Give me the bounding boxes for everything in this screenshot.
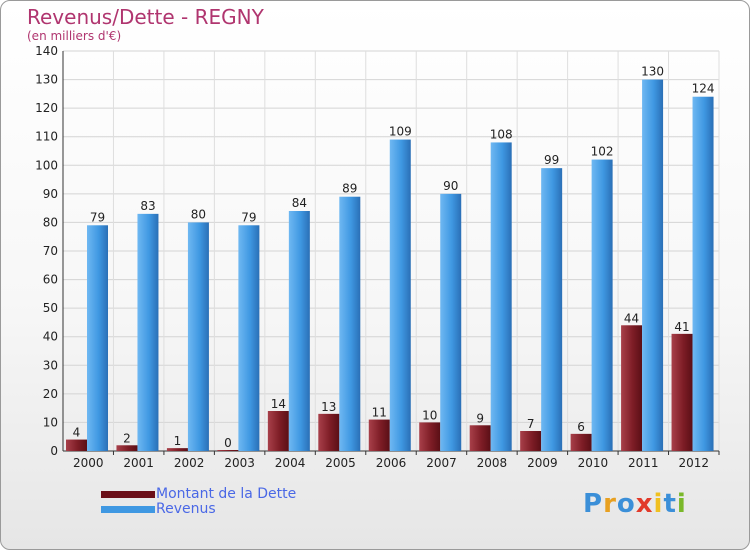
data-label-dette: 14 [271, 397, 286, 411]
bar-revenus [288, 211, 310, 451]
bar-dette [217, 450, 239, 451]
bar-revenus [238, 225, 260, 451]
y-tick-label: 90 [43, 187, 58, 201]
data-label-dette: 4 [73, 426, 81, 440]
data-label-revenus: 108 [490, 127, 513, 141]
data-label-dette: 44 [624, 311, 639, 325]
x-tick-label: 2000 [73, 456, 104, 470]
chart-title: Revenus/Dette - REGNY [27, 5, 264, 29]
x-tick-label: 2006 [376, 456, 407, 470]
data-label-revenus: 102 [591, 145, 614, 159]
y-tick-label: 100 [35, 158, 58, 172]
bar-dette [368, 419, 390, 451]
x-tick-label: 2009 [527, 456, 558, 470]
data-label-revenus: 89 [342, 182, 357, 196]
bar-dette [570, 433, 592, 451]
x-tick-label: 2004 [275, 456, 306, 470]
chart-subtitle: (en milliers d'€) [27, 29, 122, 43]
data-label-revenus: 90 [443, 179, 458, 193]
proxiti-logo: Proxiti [583, 489, 687, 519]
y-tick-label: 80 [43, 215, 58, 229]
y-tick-label: 60 [43, 273, 58, 287]
legend-label-revenus: Revenus [156, 501, 216, 517]
bar-dette [166, 448, 188, 451]
logo-letter: i [653, 489, 664, 519]
data-label-dette: 2 [123, 431, 131, 445]
bar-dette [419, 422, 441, 451]
x-tick-label: 2003 [224, 456, 255, 470]
bar-revenus [137, 213, 159, 451]
bar-revenus [642, 79, 664, 452]
data-label-dette: 11 [372, 406, 387, 420]
bar-dette [469, 425, 491, 451]
bar-revenus [389, 139, 411, 452]
x-tick-label: 2012 [678, 456, 709, 470]
logo-letter: i [676, 489, 687, 519]
x-tick-label: 2001 [123, 456, 154, 470]
y-tick-label: 0 [50, 444, 58, 458]
x-tick-label: 2010 [578, 456, 609, 470]
data-label-revenus: 79 [241, 210, 256, 224]
logo-letter: P [583, 489, 604, 519]
data-label-revenus: 80 [191, 207, 206, 221]
y-tick-label: 120 [35, 101, 58, 115]
y-tick-label: 110 [35, 130, 58, 144]
data-label-revenus: 130 [641, 65, 664, 79]
legend-swatch-dette [101, 491, 155, 498]
y-tick-label: 70 [43, 244, 58, 258]
bar-revenus [692, 96, 714, 451]
data-labels: 4 79 2 83 1 80 0 79 14 84 13 89 11 109 10 90 9 108 7 99 6 102… [73, 65, 715, 450]
data-label-revenus: 84 [292, 196, 307, 210]
bar-revenus [339, 196, 361, 451]
data-label-dette: 0 [224, 436, 232, 450]
bar-dette [267, 411, 289, 451]
y-tick-label: 30 [43, 358, 58, 372]
bar-dette [116, 445, 138, 451]
bar-revenus [541, 168, 563, 451]
bar-dette [66, 439, 87, 451]
y-tick-label: 50 [43, 301, 58, 315]
bar-revenus [440, 193, 462, 451]
data-label-revenus: 79 [90, 210, 105, 224]
logo-letter: r [603, 489, 617, 519]
x-tick-label: 2007 [426, 456, 457, 470]
data-label-dette: 13 [321, 400, 336, 414]
bar-dette [318, 413, 340, 451]
bars [66, 79, 714, 452]
y-tick-label: 40 [43, 330, 58, 344]
x-tick-label: 2011 [628, 456, 659, 470]
data-label-revenus: 83 [140, 199, 155, 213]
data-label-revenus: 109 [389, 125, 412, 139]
legend-label-dette: Montant de la Dette [156, 486, 297, 502]
x-tick-label: 2008 [477, 456, 508, 470]
legend-swatch-revenus [101, 506, 155, 513]
bar-dette [671, 333, 693, 451]
data-label-revenus: 124 [692, 82, 715, 96]
bar-dette [621, 325, 643, 451]
data-label-dette: 1 [174, 434, 182, 448]
data-label-dette: 41 [674, 320, 689, 334]
y-tick-label: 140 [35, 44, 58, 58]
bar-revenus [490, 142, 512, 451]
bar-revenus [87, 225, 108, 451]
data-label-dette: 10 [422, 408, 437, 422]
bar-revenus [591, 159, 613, 452]
logo-letter: o [616, 489, 636, 519]
y-tick-label: 130 [35, 73, 58, 87]
logo-letter: x [635, 489, 654, 519]
bar-dette [520, 431, 542, 451]
data-label-dette: 7 [527, 417, 535, 431]
y-tick-label: 10 [43, 415, 58, 429]
data-label-dette: 9 [476, 411, 484, 425]
x-tick-label: 2002 [174, 456, 205, 470]
bar-revenus [187, 222, 209, 451]
x-tick-label: 2005 [325, 456, 356, 470]
data-label-revenus: 99 [544, 153, 559, 167]
y-tick-label: 20 [43, 387, 58, 401]
logo-letter: t [663, 489, 677, 519]
data-label-dette: 6 [577, 420, 585, 434]
